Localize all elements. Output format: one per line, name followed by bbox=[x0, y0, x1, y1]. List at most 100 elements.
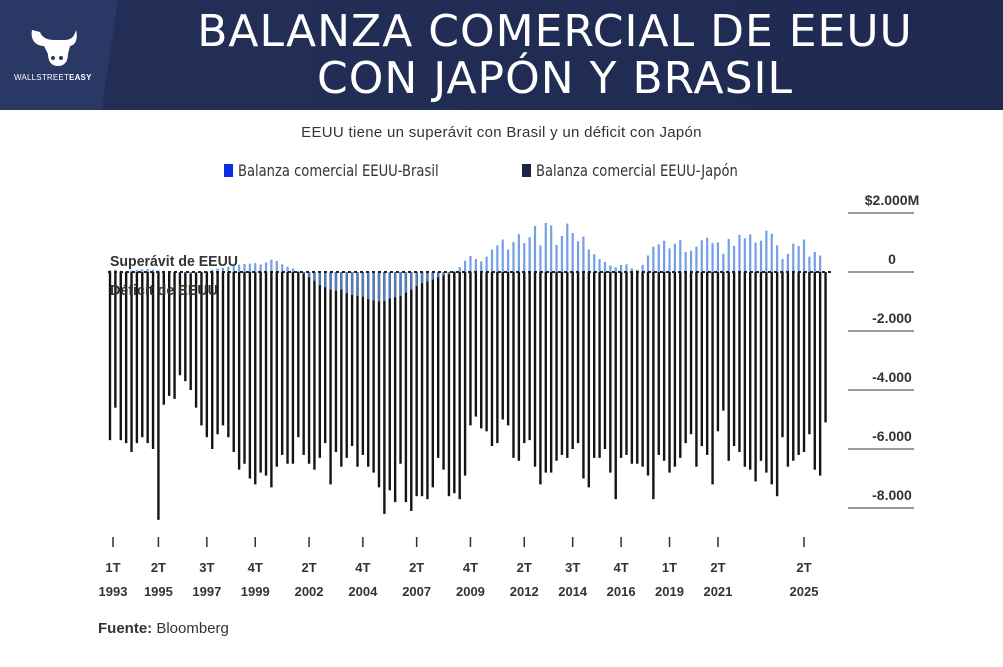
bar-brasil bbox=[673, 243, 676, 272]
bar-japon bbox=[453, 272, 456, 494]
bar-japon bbox=[227, 272, 230, 438]
bar-japon bbox=[636, 272, 639, 464]
bar-japon bbox=[151, 272, 155, 449]
bar-brasil bbox=[727, 238, 730, 272]
bar-japon bbox=[555, 272, 558, 461]
source-label: Fuente: bbox=[98, 620, 153, 637]
bar-japon bbox=[716, 272, 720, 432]
bar-japon bbox=[485, 272, 488, 432]
bar-brasil bbox=[587, 249, 590, 272]
bar-japon bbox=[324, 272, 327, 444]
bar-brasil bbox=[248, 263, 251, 272]
bar-brasil bbox=[200, 271, 203, 273]
x-tick-quarter: 3T bbox=[565, 560, 580, 575]
bar-brasil bbox=[792, 243, 795, 272]
x-tick-year: 2025 bbox=[790, 584, 819, 599]
bar-brasil bbox=[808, 256, 811, 272]
chart-subtitle: EEUU tiene un superávit con Brasil y un … bbox=[301, 124, 702, 141]
bar-brasil bbox=[324, 272, 327, 288]
bar-brasil bbox=[609, 265, 612, 272]
bar-brasil bbox=[453, 270, 456, 272]
bar-japon bbox=[630, 272, 634, 464]
source-note: Fuente: Bloomberg bbox=[98, 620, 229, 637]
y-tick-label: 0 bbox=[888, 251, 896, 267]
bar-japon bbox=[361, 272, 365, 455]
bar-japon bbox=[533, 272, 537, 467]
bar-japon bbox=[383, 272, 386, 514]
bar-brasil bbox=[507, 249, 510, 272]
x-tick-quarter: 4T bbox=[614, 560, 629, 575]
bar-brasil bbox=[340, 272, 343, 290]
bar-japon bbox=[587, 272, 591, 488]
x-tick-quarter: 2T bbox=[796, 560, 811, 575]
bar-brasil bbox=[797, 246, 800, 272]
bar-japon bbox=[254, 272, 257, 485]
x-tick-year: 2019 bbox=[655, 584, 684, 599]
bar-japon bbox=[114, 272, 117, 408]
bar-japon bbox=[259, 272, 262, 473]
bar-brasil bbox=[388, 272, 391, 299]
bar-brasil bbox=[641, 264, 644, 272]
legend-swatch-brasil bbox=[224, 164, 234, 177]
bar-japon bbox=[302, 272, 305, 455]
bar-japon bbox=[367, 272, 370, 467]
bar-japon bbox=[786, 272, 790, 467]
bar-japon bbox=[576, 272, 580, 444]
bar-brasil bbox=[700, 240, 703, 272]
bar-japon bbox=[652, 272, 655, 500]
bar-japon bbox=[474, 272, 478, 417]
bar-japon bbox=[377, 272, 381, 488]
bar-brasil bbox=[652, 246, 655, 272]
bar-japon bbox=[749, 272, 752, 470]
bar-brasil bbox=[345, 272, 348, 294]
bar-japon bbox=[291, 272, 295, 464]
bar-brasil bbox=[189, 272, 192, 274]
x-tick-quarter: 3T bbox=[199, 560, 214, 575]
x-tick-year: 2014 bbox=[558, 584, 588, 599]
bar-japon bbox=[711, 272, 714, 485]
bar-japon bbox=[506, 272, 510, 426]
bar-brasil bbox=[743, 238, 746, 272]
x-tick-quarter: 4T bbox=[463, 560, 478, 575]
bar-brasil bbox=[738, 234, 741, 272]
x-tick-year: 2009 bbox=[456, 584, 485, 599]
bar-brasil bbox=[749, 234, 752, 272]
bar-brasil bbox=[722, 253, 725, 272]
bar-japon bbox=[614, 272, 617, 500]
bar-brasil bbox=[636, 269, 639, 272]
bar-japon bbox=[108, 272, 112, 441]
bar-brasil bbox=[555, 244, 558, 272]
bar-japon bbox=[754, 272, 757, 482]
bar-japon bbox=[593, 272, 596, 458]
bar-brasil bbox=[614, 267, 617, 272]
x-tick-year: 1993 bbox=[99, 584, 128, 599]
bar-japon bbox=[194, 272, 198, 408]
bar-japon bbox=[818, 272, 822, 476]
bar-japon bbox=[420, 272, 424, 497]
x-tick-quarter: 1T bbox=[105, 560, 120, 575]
bar-brasil bbox=[544, 223, 547, 272]
bar-brasil bbox=[415, 272, 418, 287]
bar-japon bbox=[211, 272, 214, 449]
bar-japon bbox=[307, 272, 311, 464]
bar-brasil bbox=[501, 239, 504, 272]
x-tick-year: 2004 bbox=[348, 584, 378, 599]
bar-japon bbox=[135, 272, 139, 444]
bar-japon bbox=[340, 272, 343, 467]
bar-japon bbox=[732, 272, 736, 447]
bar-japon bbox=[695, 272, 698, 467]
bar-brasil bbox=[146, 269, 149, 272]
bar-japon bbox=[657, 272, 660, 455]
bar-japon bbox=[232, 272, 235, 452]
bar-brasil bbox=[646, 255, 650, 272]
bar-japon bbox=[431, 272, 434, 488]
bar-brasil bbox=[781, 259, 784, 272]
x-tick-year: 2021 bbox=[703, 584, 732, 599]
x-tick-quarter: 2T bbox=[151, 560, 166, 575]
bar-brasil bbox=[539, 245, 542, 272]
legend-item-japon: Balanza comercial EEUU-Japón bbox=[522, 161, 738, 180]
bar-brasil bbox=[711, 243, 714, 272]
bar-brasil bbox=[463, 260, 467, 272]
bar-japon bbox=[436, 272, 440, 458]
bar-japon bbox=[173, 272, 176, 399]
